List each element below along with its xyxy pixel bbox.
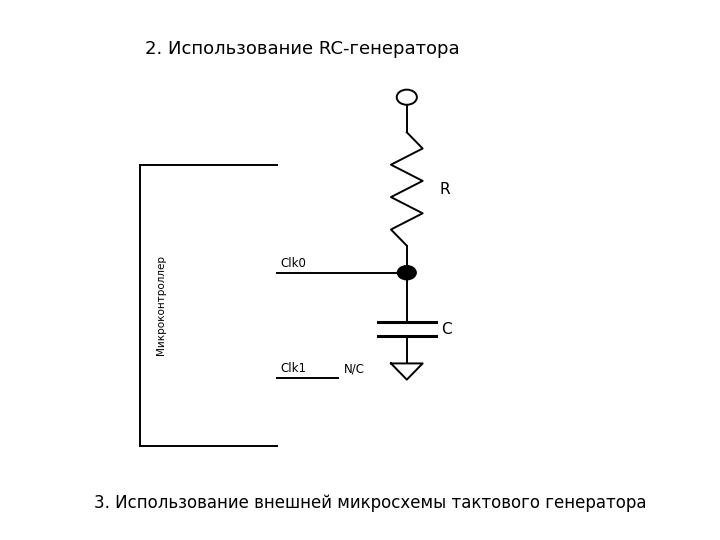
Text: 2. Использование RC-генератора: 2. Использование RC-генератора <box>145 40 459 58</box>
Text: Clk1: Clk1 <box>281 362 307 375</box>
Text: Clk0: Clk0 <box>281 257 307 270</box>
Circle shape <box>397 90 417 105</box>
Text: 3. Использование внешней микросхемы тактового генератора: 3. Использование внешней микросхемы такт… <box>94 494 646 512</box>
Text: N/C: N/C <box>344 362 365 375</box>
Text: Микроконтроллер: Микроконтроллер <box>156 255 166 355</box>
Text: R: R <box>439 181 450 197</box>
Text: C: C <box>441 322 452 337</box>
Circle shape <box>397 266 416 280</box>
